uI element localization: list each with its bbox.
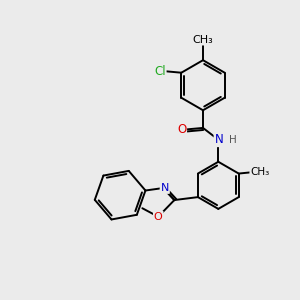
Text: H: H — [230, 135, 237, 145]
Text: N: N — [160, 183, 169, 193]
Text: CH₃: CH₃ — [193, 34, 213, 45]
Text: Cl: Cl — [154, 65, 166, 78]
Text: O: O — [177, 123, 186, 136]
Text: O: O — [154, 212, 163, 222]
Text: N: N — [214, 133, 223, 146]
Text: CH₃: CH₃ — [250, 167, 269, 177]
